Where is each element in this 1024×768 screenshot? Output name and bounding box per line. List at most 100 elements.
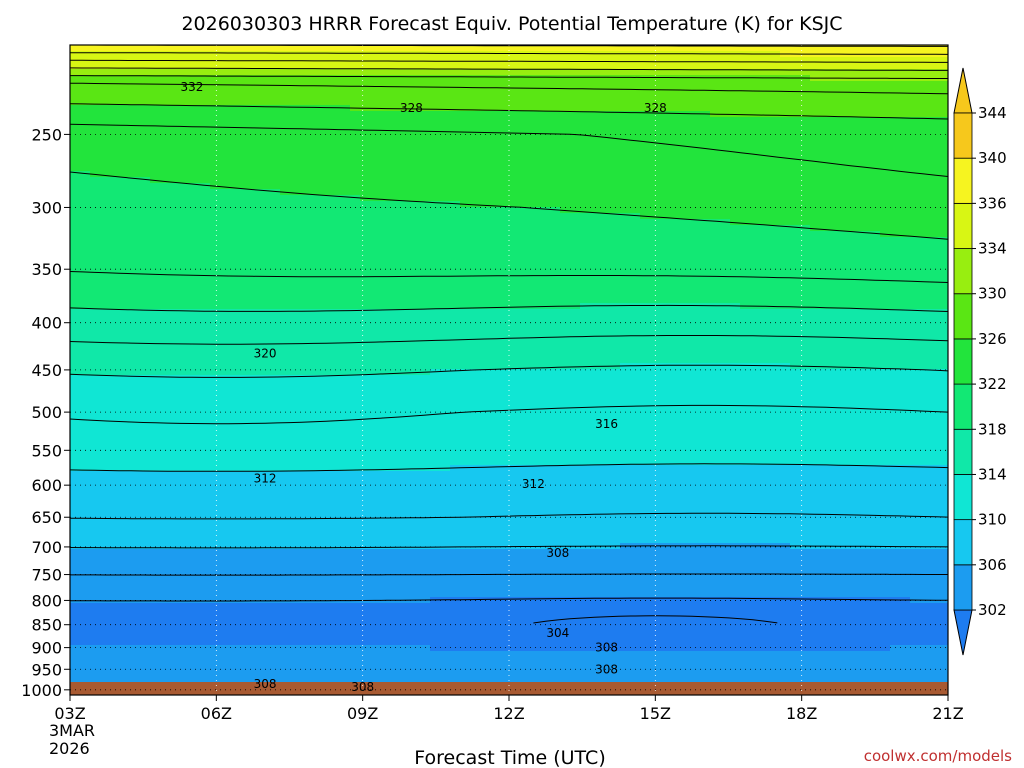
contour-cell bbox=[710, 57, 721, 64]
contour-cell bbox=[350, 75, 361, 82]
contour-cell bbox=[740, 375, 751, 382]
contour-cell bbox=[290, 99, 301, 106]
contour-cell bbox=[580, 165, 591, 172]
contour-cell bbox=[520, 135, 531, 142]
contour-cell bbox=[210, 153, 221, 160]
contour-cell bbox=[820, 321, 831, 328]
contour-cell bbox=[590, 63, 601, 70]
contour-cell bbox=[920, 105, 931, 112]
contour-cell bbox=[900, 57, 911, 64]
contour-cell bbox=[580, 267, 591, 274]
contour-cell bbox=[700, 45, 711, 52]
contour-cell bbox=[900, 351, 911, 358]
contour-cell bbox=[70, 273, 81, 280]
contour-cell bbox=[850, 279, 861, 286]
contour-cell bbox=[70, 321, 81, 328]
contour-cell bbox=[810, 285, 821, 292]
contour-cell bbox=[140, 69, 151, 76]
contour-cell bbox=[890, 369, 901, 376]
contour-cell bbox=[460, 99, 471, 106]
contour-cell bbox=[720, 345, 731, 352]
contour-cell bbox=[520, 153, 531, 160]
contour-cell bbox=[310, 303, 321, 310]
contour-cell bbox=[840, 87, 851, 94]
contour-cell bbox=[450, 315, 461, 322]
contour-cell bbox=[750, 279, 761, 286]
contour-cell bbox=[760, 327, 771, 334]
contour-cell bbox=[420, 363, 431, 370]
contour-cell bbox=[240, 177, 251, 184]
contour-cell bbox=[150, 369, 161, 376]
contour-cell bbox=[690, 339, 701, 346]
contour-cell bbox=[600, 201, 611, 208]
contour-cell bbox=[390, 69, 401, 76]
contour-cell bbox=[670, 75, 681, 82]
contour-cell bbox=[940, 255, 948, 262]
contour-cell bbox=[330, 261, 341, 268]
contour-cell bbox=[600, 327, 611, 334]
contour-cell bbox=[90, 69, 101, 76]
contour-cell bbox=[100, 327, 111, 334]
contour-cell bbox=[440, 315, 451, 322]
contour-cell bbox=[350, 213, 361, 220]
contour-cell bbox=[410, 333, 421, 340]
contour-cell bbox=[890, 45, 901, 52]
contour-cell bbox=[670, 195, 681, 202]
contour-cell bbox=[850, 225, 861, 232]
contour-cell bbox=[650, 153, 661, 160]
contour-cell bbox=[660, 147, 671, 154]
contour-cell bbox=[900, 315, 911, 322]
contour-cell bbox=[180, 159, 191, 166]
contour-cell bbox=[260, 57, 271, 64]
contour-cell bbox=[590, 57, 601, 64]
contour-cell bbox=[650, 249, 661, 256]
contour-cell bbox=[300, 87, 311, 94]
contour-cell bbox=[430, 87, 441, 94]
contour-cell bbox=[490, 105, 501, 112]
contour-cell bbox=[190, 147, 201, 154]
contour-cell bbox=[220, 375, 231, 382]
contour-cell bbox=[720, 351, 731, 358]
contour-cell bbox=[780, 123, 791, 130]
contour-cell bbox=[780, 63, 791, 70]
contour-cell bbox=[470, 261, 481, 268]
contour-cell bbox=[580, 99, 591, 106]
contour-cell bbox=[880, 201, 891, 208]
contour-cell bbox=[390, 165, 401, 172]
contour-cell bbox=[480, 243, 491, 250]
contour-cell bbox=[800, 207, 811, 214]
contour-cell bbox=[420, 279, 431, 286]
contour-cell bbox=[490, 255, 501, 262]
contour-cell bbox=[100, 45, 111, 52]
contour-cell bbox=[520, 141, 531, 148]
contour-cell bbox=[870, 375, 881, 382]
contour-cell bbox=[270, 219, 281, 226]
contour-cell bbox=[280, 81, 291, 88]
contour-cell bbox=[710, 309, 721, 316]
contour-cell bbox=[70, 111, 81, 118]
contour-cell bbox=[310, 369, 321, 376]
plot-area bbox=[70, 45, 948, 695]
contour-cell bbox=[660, 327, 671, 334]
contour-cell bbox=[870, 57, 881, 64]
contour-cell bbox=[290, 261, 301, 268]
contour-cell bbox=[370, 369, 381, 376]
contour-cell bbox=[510, 105, 521, 112]
contour-cell bbox=[440, 303, 451, 310]
contour-cell bbox=[820, 285, 831, 292]
contour-cell bbox=[840, 345, 851, 352]
contour-cell bbox=[210, 159, 221, 166]
contour-cell bbox=[90, 345, 101, 352]
contour-cell bbox=[300, 123, 311, 130]
contour-cell bbox=[170, 207, 181, 214]
contour-cell bbox=[640, 231, 651, 238]
contour-cell bbox=[460, 345, 471, 352]
contour-cell bbox=[860, 315, 871, 322]
contour-cell bbox=[750, 297, 761, 304]
contour-cell bbox=[800, 63, 811, 70]
contour-cell bbox=[820, 315, 831, 322]
contour-cell bbox=[500, 285, 511, 292]
contour-cell bbox=[180, 177, 191, 184]
contour-cell bbox=[890, 237, 901, 244]
contour-cell bbox=[350, 51, 361, 58]
